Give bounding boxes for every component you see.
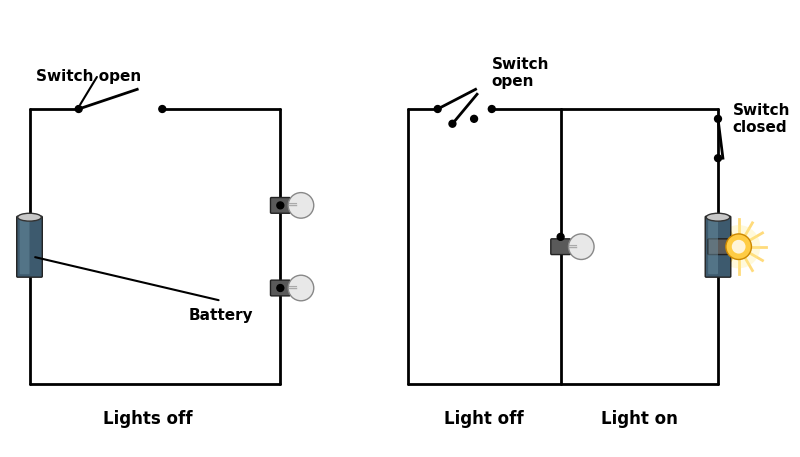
Circle shape — [434, 106, 441, 112]
Text: Switch open: Switch open — [36, 69, 141, 85]
Circle shape — [714, 155, 722, 162]
Circle shape — [557, 234, 564, 240]
Text: Light on: Light on — [601, 410, 678, 428]
FancyBboxPatch shape — [708, 219, 718, 274]
FancyBboxPatch shape — [550, 239, 570, 255]
Circle shape — [732, 240, 746, 254]
Circle shape — [569, 234, 594, 260]
Circle shape — [277, 202, 284, 209]
Circle shape — [288, 192, 314, 218]
FancyBboxPatch shape — [17, 216, 42, 277]
Text: Switch
open: Switch open — [492, 57, 550, 89]
Circle shape — [288, 275, 314, 301]
Ellipse shape — [706, 213, 730, 221]
FancyBboxPatch shape — [270, 197, 290, 213]
Circle shape — [714, 115, 722, 122]
FancyBboxPatch shape — [270, 280, 290, 296]
FancyBboxPatch shape — [706, 216, 730, 277]
Text: Lights off: Lights off — [102, 410, 192, 428]
Text: Switch
closed: Switch closed — [733, 103, 790, 135]
Text: Battery: Battery — [189, 308, 254, 323]
Circle shape — [75, 106, 82, 112]
FancyBboxPatch shape — [708, 239, 728, 255]
Text: Light off: Light off — [444, 410, 524, 428]
Circle shape — [488, 106, 495, 112]
Circle shape — [717, 225, 760, 268]
Circle shape — [159, 106, 166, 112]
Circle shape — [449, 120, 456, 127]
Ellipse shape — [18, 213, 42, 221]
Circle shape — [726, 234, 751, 260]
FancyBboxPatch shape — [20, 219, 30, 274]
Circle shape — [470, 115, 478, 122]
Circle shape — [277, 285, 284, 292]
